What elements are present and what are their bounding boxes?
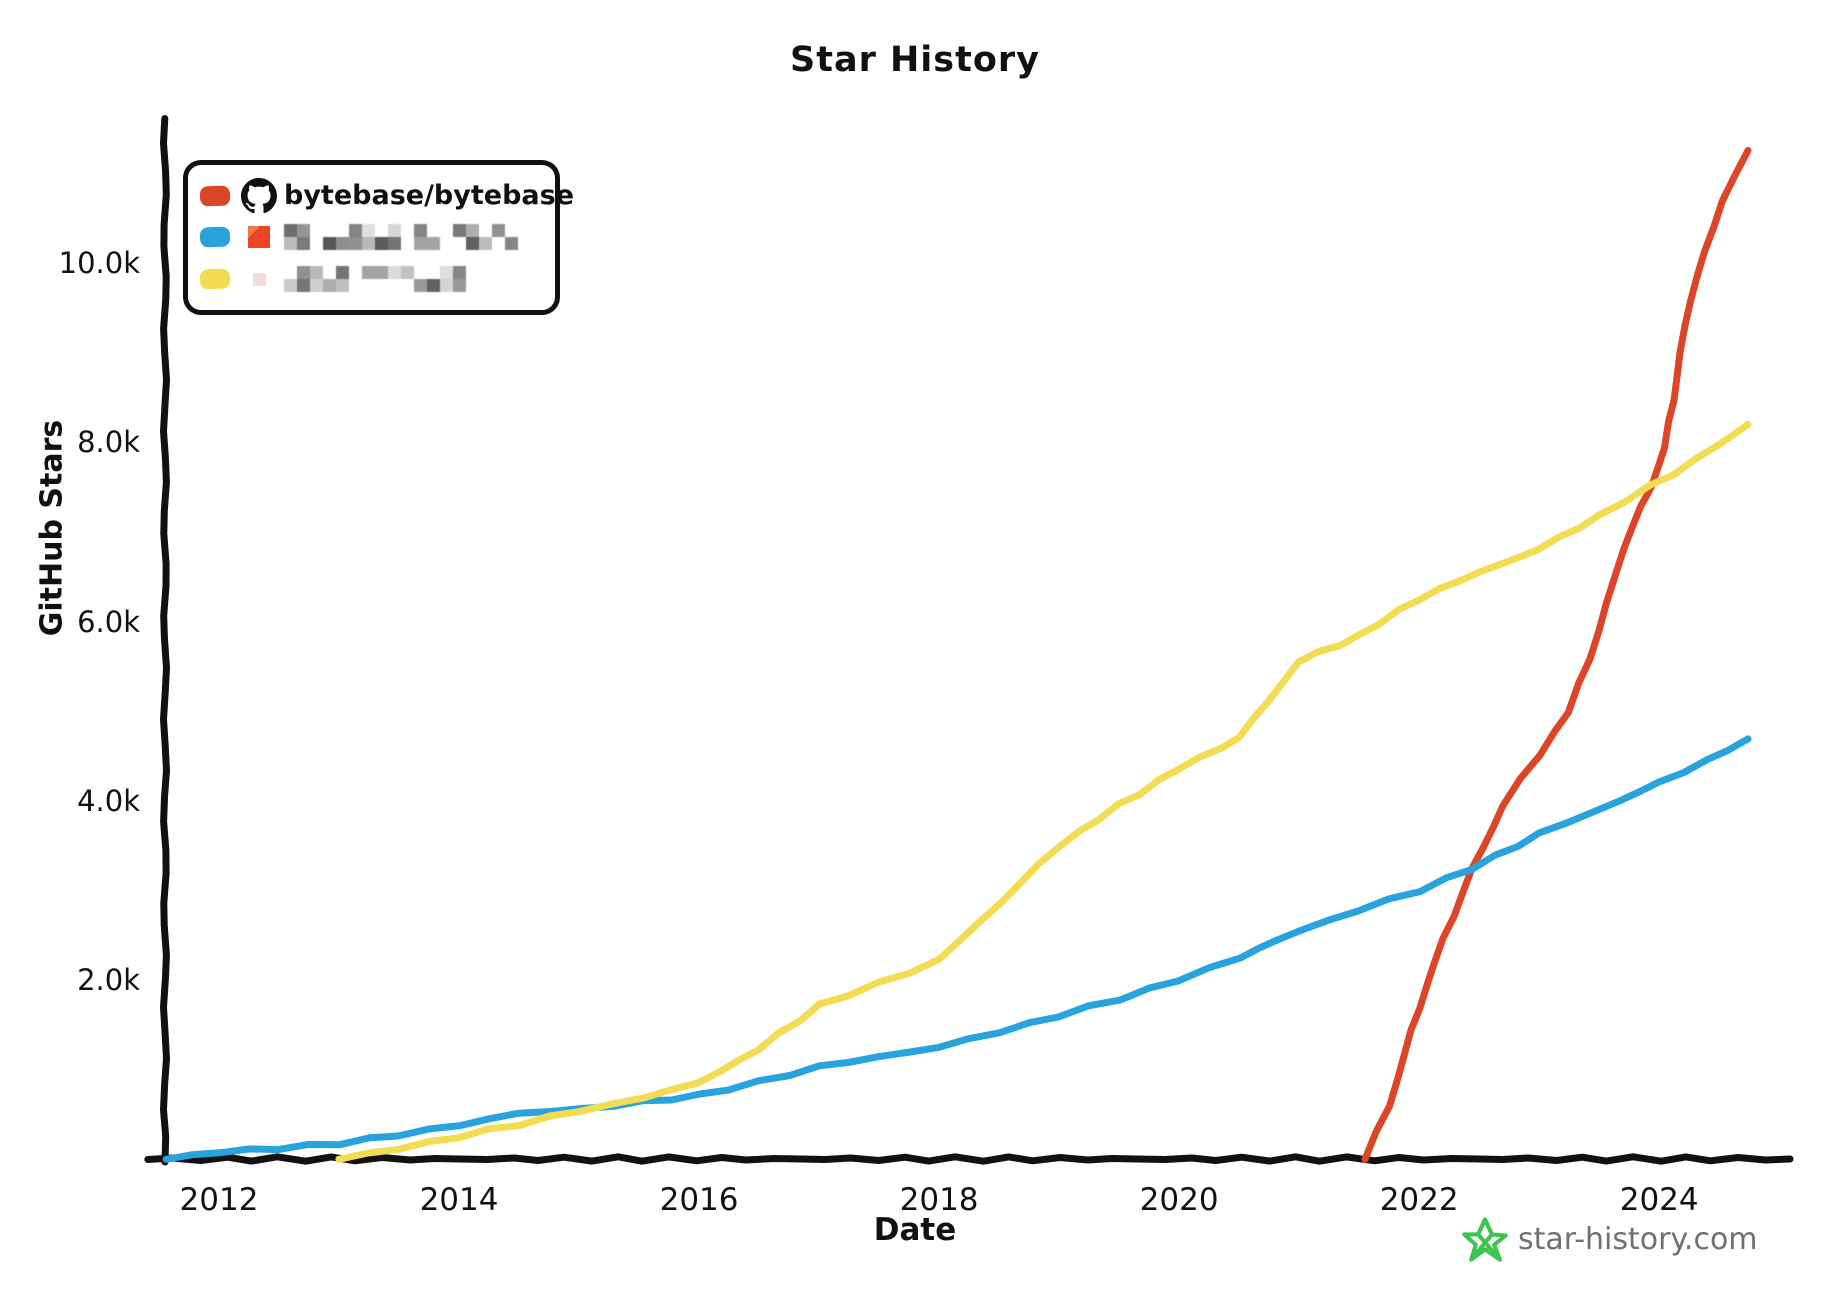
chart-title: Star History [790, 40, 1040, 80]
watermark: star-history.com [1462, 1216, 1758, 1262]
y-axis-line [160, 115, 170, 1166]
star-icon [1462, 1217, 1508, 1262]
watermark-text: star-history.com [1518, 1221, 1758, 1257]
x-axis-line [144, 1153, 1794, 1165]
x-axis-title: Date [873, 1212, 957, 1248]
avatar-icon [238, 226, 280, 249]
y-axis-title: GitHub Stars [34, 419, 70, 637]
legend-swatch-yellow [199, 268, 231, 290]
legend-swatch-blue [199, 226, 231, 249]
redacted-repo-name [284, 266, 466, 293]
series-line-redacted-2 [335, 421, 1752, 1163]
legend-swatch-red [199, 185, 231, 207]
series-line-redacted-1 [162, 735, 1752, 1163]
series-line-bytebase/bytebase [1361, 147, 1752, 1163]
redacted-repo-name [284, 224, 518, 251]
legend: bytebase/bytebase [183, 160, 574, 315]
legend-label: bytebase/bytebase [284, 180, 575, 212]
avatar-icon [238, 272, 280, 286]
legend-item-bytebase: bytebase/bytebase [199, 176, 574, 216]
legend-item-redacted-1 [199, 217, 543, 257]
github-octocat-icon [238, 177, 280, 214]
legend-item-redacted-2 [199, 259, 543, 299]
